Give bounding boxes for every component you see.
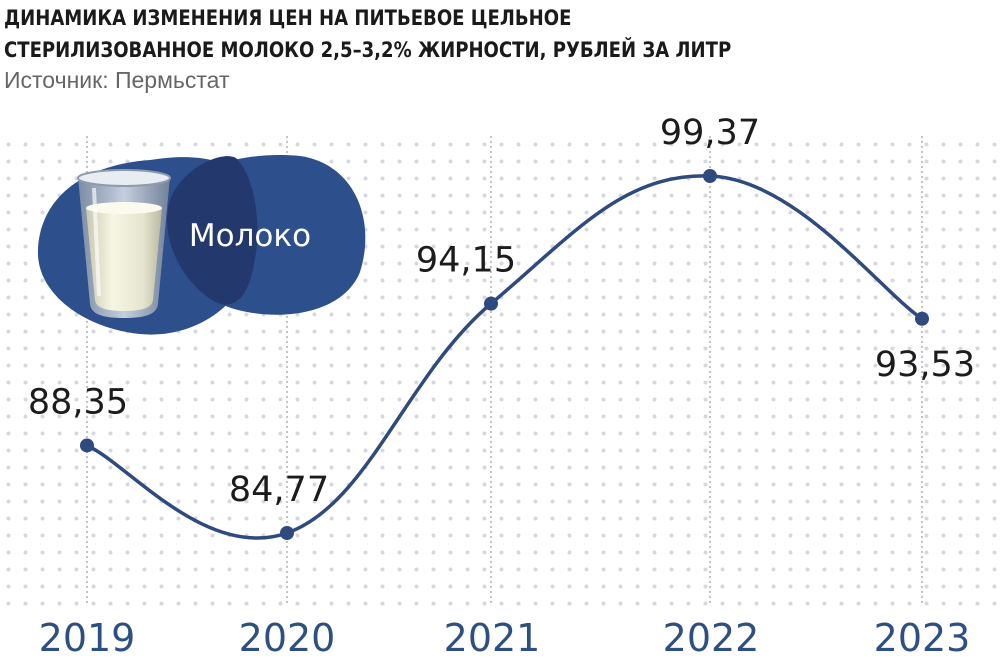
data-point-2021 — [484, 296, 498, 311]
data-points — [80, 169, 929, 540]
data-point-2022 — [703, 169, 717, 183]
value-label-2020: 84,77 — [229, 470, 329, 510]
data-point-2020 — [280, 526, 294, 540]
chart-source: Источник: Пермьстат — [4, 67, 230, 93]
milk-glass-icon — [77, 169, 171, 318]
data-point-2019 — [80, 438, 94, 453]
value-label-2019: 88,35 — [28, 382, 128, 422]
value-label-2021: 94,15 — [416, 241, 516, 281]
year-label-2020: 2020 — [239, 616, 336, 660]
value-labels: 88,35 84,77 94,15 99,37 93,53 — [28, 113, 975, 510]
milk-illustration: Молоко — [37, 155, 366, 335]
chart-title-line-2: СТЕРИЛИЗОВАННОЕ МОЛОКО 2,5–3,2% ЖИРНОСТИ… — [4, 38, 732, 62]
chart-title-line-1: ДИНАМИКА ИЗМЕНЕНИЯ ЦЕН НА ПИТЬЕВОЕ ЦЕЛЬН… — [4, 6, 572, 30]
chart-header: ДИНАМИКА ИЗМЕНЕНИЯ ЦЕН НА ПИТЬЕВОЕ ЦЕЛЬН… — [4, 2, 994, 94]
year-labels: 2019 2020 2021 2022 2023 — [39, 616, 971, 660]
value-label-2022: 99,37 — [660, 113, 760, 153]
blob-overlap — [167, 156, 258, 305]
value-label-2023: 93,53 — [875, 345, 975, 385]
year-label-2022: 2022 — [663, 616, 760, 660]
milk-label: Молоко — [189, 218, 311, 254]
year-label-2023: 2023 — [874, 616, 971, 660]
year-label-2021: 2021 — [444, 616, 541, 660]
data-point-2023 — [915, 311, 929, 326]
year-label-2019: 2019 — [39, 616, 136, 660]
